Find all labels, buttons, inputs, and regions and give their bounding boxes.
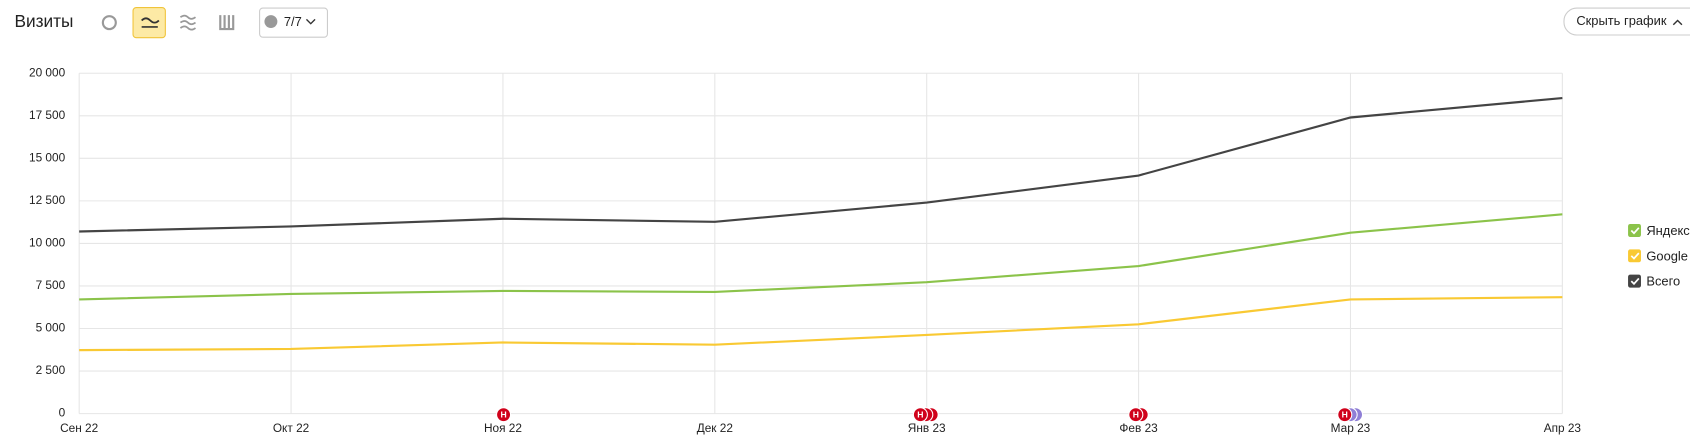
chart-type-line[interactable]	[132, 7, 166, 39]
x-tick-label: Мар 23	[1331, 421, 1371, 435]
chart-type-bars[interactable]	[219, 15, 235, 31]
x-tick-label: Окт 22	[273, 421, 309, 435]
legend-label: Всего	[1646, 274, 1680, 289]
hide-chart-button[interactable]: Скрыть график	[1563, 7, 1690, 36]
note-marker-label: Н	[500, 410, 506, 420]
report-title: Визиты	[15, 11, 74, 31]
note-marker	[1128, 407, 1144, 423]
y-tick-label: 10 000	[29, 236, 66, 250]
note-marker-label: Н	[917, 410, 923, 420]
note-marker	[496, 407, 512, 423]
note-marker-label: Н	[1133, 410, 1139, 420]
legend-label: Google	[1646, 248, 1688, 263]
legend-checkbox	[1628, 274, 1641, 288]
y-tick-label: 15 000	[29, 150, 66, 164]
x-tick-label: Ноя 22	[484, 421, 522, 435]
note-marker	[912, 407, 928, 423]
y-tick-label: 2 500	[36, 363, 66, 377]
x-tick-label: Дек 22	[697, 421, 733, 435]
y-tick-label: 5 000	[36, 321, 66, 335]
y-tick-label: 20 000	[29, 65, 66, 79]
y-tick-label: 17 500	[29, 108, 66, 122]
y-tick-label: 7 500	[36, 278, 66, 292]
chart-type-pie[interactable]	[101, 15, 117, 31]
chart: 0 2 500 5 000 7 500 10 000 12 500 15 000 17 500…	[29, 65, 1690, 434]
series-line	[79, 296, 1563, 352]
x-tick-label: Фев 23	[1119, 421, 1158, 435]
legend-check	[1630, 277, 1640, 286]
legend-check	[1630, 227, 1640, 235]
notes-dropdown[interactable]: 7/7	[259, 7, 328, 38]
notes-count: 7/7	[284, 14, 302, 29]
legend-checkbox	[1628, 249, 1641, 263]
legend-label: Яндекс	[1646, 223, 1690, 238]
x-tick-label: Сен 22	[60, 421, 98, 435]
legend-checkbox	[1628, 224, 1641, 237]
hide-chart-label: Скрыть график	[1576, 13, 1667, 28]
legend-check	[1630, 252, 1640, 260]
series-line	[79, 97, 1563, 233]
x-tick-label: Янв 23	[908, 421, 946, 435]
x-tick-label: Апр 23	[1544, 421, 1582, 435]
note-marker-label: Н	[1342, 410, 1348, 420]
y-tick-label: 12 500	[29, 193, 66, 207]
y-tick-label: 0	[59, 406, 66, 420]
chart-type-area[interactable]	[179, 14, 197, 31]
series-line	[79, 213, 1563, 301]
note-marker	[1337, 407, 1353, 423]
